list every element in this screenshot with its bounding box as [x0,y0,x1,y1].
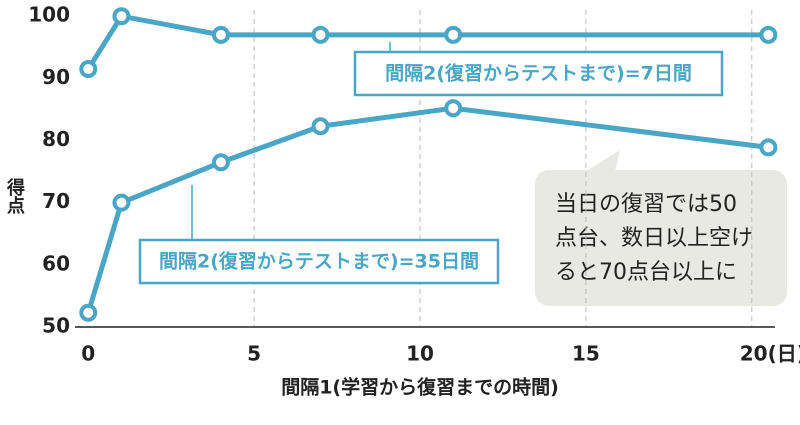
y-axis-label: 得点 [4,177,26,215]
y-tick-label: 60 [42,251,70,275]
data-point [759,138,778,157]
y-tick-label: 70 [42,189,70,213]
x-tick-label: 5 [247,342,261,366]
annotation-line: 点台、数日以上空け [555,226,753,251]
x-axis-label: 間隔1(学習から復習までの時間) [281,376,559,399]
data-point [112,7,131,26]
data-point [79,60,98,79]
annotation-line: ると70点台以上に [555,260,737,285]
data-point [759,25,778,44]
series-line [86,13,769,71]
data-point [444,25,463,44]
series-line [85,105,769,314]
data-point [311,25,330,44]
x-tick-label: 0 [81,342,95,366]
x-tick-label: 20(日) [740,342,800,366]
annotation-line: 当日の復習では50 [555,192,737,217]
data-point [444,99,463,118]
legend-label: 間隔2(復習からテストまで)=7日間 [385,62,692,85]
y-tick-label: 100 [28,3,70,27]
bubble-tail [585,150,620,172]
y-tick-label: 80 [42,127,70,151]
data-point [211,25,230,44]
data-point [79,303,98,322]
data-point [311,117,330,136]
x-tick-label: 10 [406,342,434,366]
legend-box [138,238,500,285]
data-point [211,153,230,172]
legend-box [353,50,724,97]
legend-label: 間隔2(復習からテストまで)=35日間 [159,250,479,273]
annotation-bubble [535,170,787,306]
y-tick-label: 50 [42,314,70,338]
y-tick-label: 90 [42,65,70,89]
data-point [112,193,131,212]
x-tick-label: 15 [572,342,600,366]
